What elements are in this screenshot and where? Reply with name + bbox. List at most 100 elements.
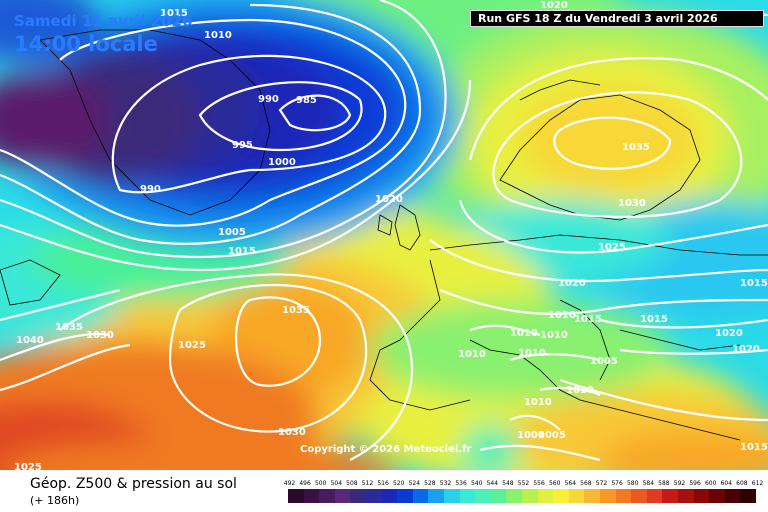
scale-tick-label: 516 (377, 480, 389, 487)
pressure-label: 1035 (55, 322, 83, 333)
pressure-label: 985 (296, 95, 317, 106)
pressure-label: 1020 (375, 194, 403, 205)
pressure-label: 1025 (598, 242, 626, 253)
scale-swatch (709, 489, 725, 503)
scale-swatch (303, 489, 320, 503)
pressure-label: 1015 (228, 246, 256, 257)
scale-tick-label: 508 (346, 480, 358, 487)
scale-swatch (646, 489, 663, 503)
legend-title: Géop. Z500 & pression au sol (30, 476, 237, 492)
copyright-notice: Copyright © 2026 Meteociel.fr (300, 444, 472, 455)
scale-tick-label: 588 (658, 480, 670, 487)
scale-tick-label: 596 (689, 480, 701, 487)
scale-tick-label: 568 (580, 480, 592, 487)
forecast-date: Samedi 11 avril 2026 (14, 12, 193, 30)
pressure-label: 1005 (218, 227, 246, 238)
scale-tick-label: 608 (736, 480, 748, 487)
scale-tick-label: 564 (564, 480, 577, 487)
scale-swatch (553, 489, 569, 503)
pressure-label: 1010 (540, 330, 568, 341)
forecast-time: 14:00 locale (14, 32, 158, 56)
scale-swatch (490, 489, 507, 503)
pressure-label: 1020 (715, 328, 743, 339)
scale-swatch (506, 489, 522, 503)
pressure-label: 1030 (86, 330, 114, 341)
pressure-label: 1010 (510, 328, 538, 339)
pressure-label: 1035 (622, 142, 650, 153)
scale-swatch (334, 489, 351, 503)
scale-tick-label: 592 (673, 480, 686, 487)
scale-tick-label: 500 (314, 480, 327, 487)
scale-tick-label: 504 (330, 480, 343, 487)
scale-tick-label: 528 (424, 480, 436, 487)
pressure-label: 1015 (640, 314, 668, 325)
scale-tick-label: 584 (642, 480, 655, 487)
scale-tick-label: 576 (611, 480, 623, 487)
pressure-labels: 1015 1010 990 985 995 1000 990 1005 1015… (14, 0, 768, 470)
pressure-label: 1010 (204, 30, 232, 41)
isobars (0, 0, 768, 462)
scale-swatch (319, 489, 335, 503)
pressure-label: 1000 (268, 157, 296, 168)
scale-swatch (522, 489, 538, 503)
pressure-label: 1010 (566, 385, 594, 396)
scale-swatch (350, 489, 366, 503)
scale-swatch (288, 489, 304, 503)
pressure-label: 995 (232, 140, 253, 151)
scale-swatch (740, 489, 756, 503)
scale-swatch (584, 489, 600, 503)
scale-swatch (662, 489, 678, 503)
scale-swatch (615, 489, 632, 503)
scale-tick-label: 560 (548, 480, 561, 487)
legend-subtitle: (+ 186h) (30, 494, 80, 507)
scale-swatch (693, 489, 710, 503)
scale-swatch (397, 489, 413, 503)
pressure-label: 1020 (558, 278, 586, 289)
pressure-label: 1030 (278, 427, 306, 438)
pressure-label: 990 (258, 94, 279, 105)
pressure-label: 1015 (574, 314, 602, 325)
scale-swatch (475, 489, 491, 503)
scale-tick-label: 556 (533, 480, 545, 487)
pressure-label: 990 (140, 184, 161, 195)
scale-tick-label: 520 (392, 480, 405, 487)
scale-tick-label: 580 (626, 480, 639, 487)
pressure-label: 1020 (540, 0, 568, 11)
scale-swatch (600, 489, 616, 503)
run-info-text: Run GFS 18 Z du Vendredi 3 avril 2026 (478, 12, 718, 25)
scale-tick-label: 604 (720, 480, 733, 487)
pressure-label: 1040 (16, 335, 44, 346)
scale-tick-label: 540 (470, 480, 483, 487)
pressure-label: 1015 (740, 278, 768, 289)
scale-swatch (631, 489, 647, 503)
pressure-label: 1010 (524, 397, 552, 408)
pressure-label: 1020 (732, 344, 760, 355)
scale-swatch (724, 489, 741, 503)
scale-swatch (444, 489, 460, 503)
scale-swatch (366, 489, 382, 503)
pressure-label: 1025 (178, 340, 206, 351)
scale-swatch (537, 489, 554, 503)
geopotential-map: 1015 1010 990 985 995 1000 990 1005 1015… (0, 0, 768, 470)
scale-tick-label: 548 (502, 480, 514, 487)
scale-tick-label: 600 (704, 480, 717, 487)
scale-swatch (678, 489, 694, 503)
scale-tick-label: 536 (455, 480, 467, 487)
scale-tick-label: 532 (439, 480, 452, 487)
scale-tick-label: 524 (408, 480, 421, 487)
pressure-label: 1000 (517, 430, 545, 441)
color-scale: 492 496 500 504 508 512 516 520 524 528 532 536 540 5… (282, 480, 763, 506)
pressure-label: 1035 (282, 305, 310, 316)
scale-tick-label: 612 (751, 480, 764, 487)
scale-tick-label: 496 (299, 480, 311, 487)
scale-tick-label: 544 (486, 480, 499, 487)
pressure-label: 1030 (618, 198, 646, 209)
scale-swatch (381, 489, 398, 503)
pressure-label: 1005 (538, 430, 566, 441)
scale-swatch (459, 489, 476, 503)
scale-swatch (428, 489, 444, 503)
scale-tick-label: 552 (517, 480, 530, 487)
run-info-box (470, 10, 764, 27)
scale-tick-label: 512 (361, 480, 374, 487)
